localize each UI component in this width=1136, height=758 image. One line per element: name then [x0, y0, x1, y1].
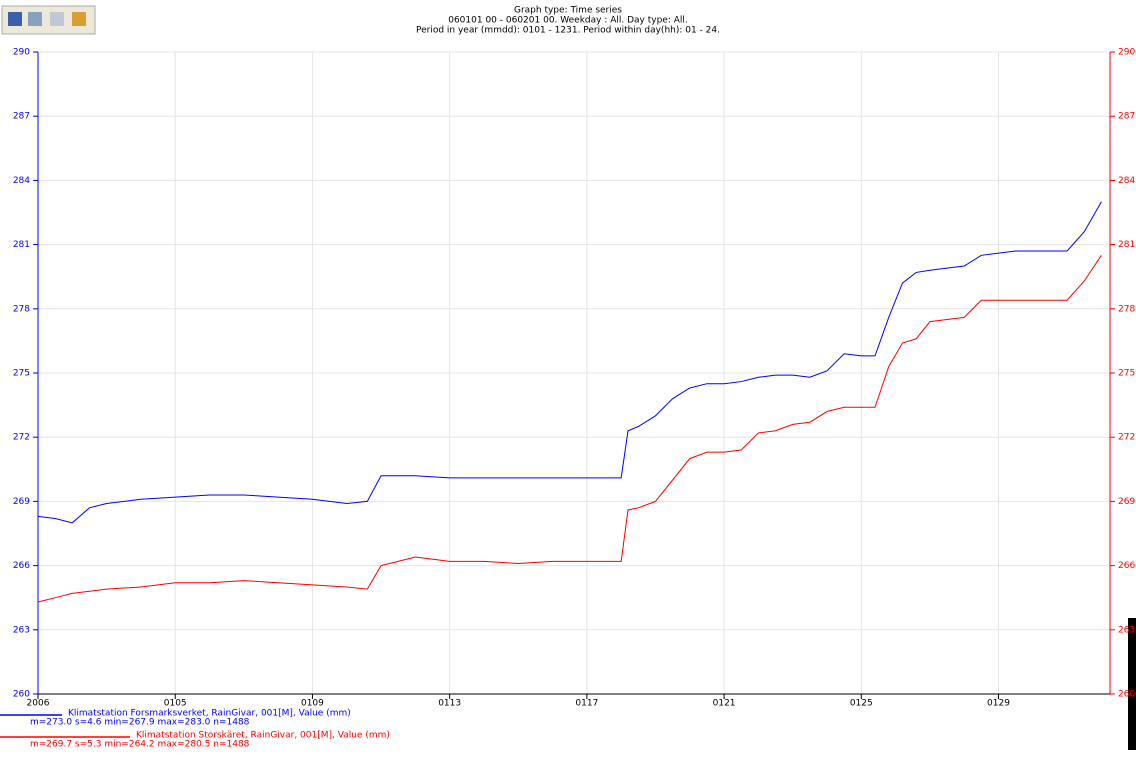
toolbar	[1, 5, 96, 35]
series-line	[37, 201, 1102, 524]
y-tick-label: 287	[13, 112, 30, 122]
y2-tick-label: 284	[1118, 176, 1135, 186]
edge-bar	[1128, 618, 1136, 750]
y-tick-label: 272	[13, 433, 30, 443]
y2-tick-label: 260	[1118, 690, 1135, 700]
y-tick-label: 275	[13, 369, 30, 379]
y-tick-label: 269	[13, 497, 30, 507]
y-tick-label: 284	[13, 176, 30, 186]
y2-tick-label: 272	[1118, 433, 1135, 443]
y-tick-label: 290	[13, 48, 30, 58]
y2-tick-label: 281	[1118, 240, 1135, 250]
export-button[interactable]	[72, 12, 86, 26]
y-tick-label: 266	[13, 561, 30, 571]
save-button[interactable]	[8, 12, 22, 26]
x-tick-label: 0125	[850, 699, 873, 709]
legend-stats: m=269.7 s=5.3 min=264.2 max=280.5 n=1488	[30, 740, 250, 750]
x-tick-label: 0121	[713, 699, 736, 709]
legend-stats: m=273.0 s=4.6 min=267.9 max=283.0 n=1488	[30, 718, 250, 728]
print-button[interactable]	[28, 12, 42, 26]
y2-tick-label: 278	[1118, 304, 1135, 314]
chart-title: Graph type: Time series	[514, 6, 622, 16]
x-tick-label: 0129	[987, 699, 1010, 709]
y2-tick-label: 269	[1118, 497, 1135, 507]
x-tick-label: 0113	[438, 699, 461, 709]
y2-tick-label: 263	[1118, 625, 1135, 635]
y-tick-label: 263	[13, 625, 30, 635]
legend-label: Klimatstation Forsmarksverket, RainGivar…	[68, 709, 351, 719]
preview-button[interactable]	[50, 12, 64, 26]
y-tick-label: 281	[13, 240, 30, 250]
chart-title: Period in year (mmdd): 0101 - 1231. Peri…	[416, 26, 720, 36]
x-tick-label: 2006	[27, 699, 50, 709]
x-tick-label: 0109	[301, 699, 324, 709]
x-tick-label: 0105	[164, 699, 187, 709]
y-tick-label: 260	[13, 690, 30, 700]
y2-tick-label: 266	[1118, 561, 1135, 571]
y-tick-label: 278	[13, 304, 30, 314]
x-tick-label: 0117	[575, 699, 598, 709]
y2-tick-label: 275	[1118, 369, 1135, 379]
y2-tick-label: 287	[1118, 112, 1135, 122]
y2-tick-label: 290	[1118, 48, 1135, 58]
legend-label: Klimatstation Storskäret, RainGivar, 001…	[136, 731, 390, 741]
chart-title: 060101 00 - 060201 00. Weekday : All. Da…	[448, 16, 688, 26]
series-line	[37, 255, 1102, 603]
